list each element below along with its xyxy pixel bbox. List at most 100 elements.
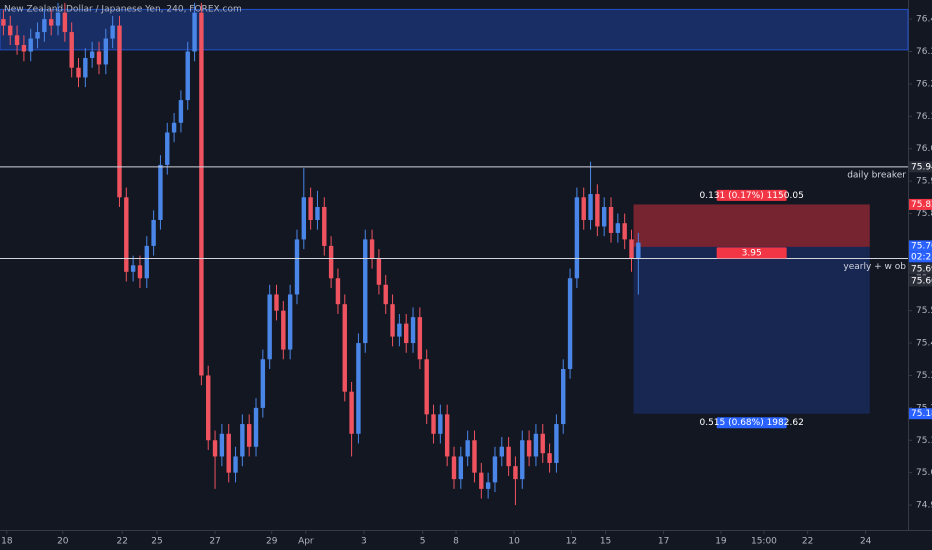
candle-body bbox=[533, 433, 539, 457]
y-tick-label: 75.800 bbox=[916, 209, 932, 219]
candle-body bbox=[322, 207, 327, 246]
candle-body bbox=[574, 197, 580, 279]
candle-body bbox=[287, 294, 293, 350]
candle-body bbox=[21, 45, 27, 52]
price-label-box bbox=[909, 198, 932, 210]
candle-body bbox=[8, 25, 13, 36]
y-tick-label: 76.300 bbox=[916, 47, 932, 57]
ratio-label-box bbox=[716, 247, 787, 259]
candle-body bbox=[219, 433, 225, 457]
ratio-label: 3.95 bbox=[742, 248, 762, 258]
candle-body bbox=[315, 207, 320, 220]
y-tick-label: 76.100 bbox=[916, 112, 932, 122]
candle-body bbox=[499, 446, 504, 457]
price-label: 75.828 bbox=[911, 200, 932, 210]
horizontal-line-label: yearly + w ob bbox=[843, 262, 906, 272]
candle-body bbox=[410, 317, 416, 344]
candle-body bbox=[96, 51, 102, 65]
y-tick-label: 75.400 bbox=[916, 339, 932, 349]
candle-body bbox=[588, 194, 593, 220]
candle-body bbox=[561, 368, 566, 425]
x-tick-label: 15:00 bbox=[751, 537, 777, 547]
candle-body bbox=[554, 424, 559, 463]
candle-body bbox=[581, 197, 586, 220]
candle-body bbox=[240, 424, 245, 457]
candle-body bbox=[431, 414, 436, 434]
candle-body bbox=[615, 223, 621, 233]
candle-body bbox=[513, 466, 518, 480]
candle-body bbox=[369, 239, 375, 259]
candle-body bbox=[281, 310, 286, 350]
price-label: 75.700 bbox=[911, 241, 932, 251]
candle-body bbox=[49, 19, 54, 26]
price-label: 75.182 bbox=[911, 409, 932, 419]
countdown: 02:28:03 bbox=[911, 252, 932, 262]
candle-body bbox=[636, 242, 641, 259]
candle-body bbox=[260, 359, 266, 408]
x-tick-label: 10 bbox=[508, 537, 520, 547]
candle-body bbox=[76, 67, 81, 78]
candle-body bbox=[492, 456, 498, 483]
candle-body bbox=[520, 440, 525, 480]
x-tick-label: 25 bbox=[151, 537, 162, 547]
y-tick-label: 76.400 bbox=[916, 15, 932, 25]
stop-zone bbox=[633, 204, 870, 247]
candle-body bbox=[301, 197, 307, 240]
candle-body bbox=[567, 278, 573, 369]
candle-body bbox=[124, 197, 129, 272]
candle-body bbox=[246, 424, 252, 447]
candle-body bbox=[110, 25, 115, 39]
price-label-box bbox=[909, 161, 932, 173]
price-label: 75.944 bbox=[911, 162, 932, 172]
x-tick-label: 20 bbox=[57, 537, 69, 547]
price-label: 75.661 bbox=[911, 276, 932, 286]
candle-body bbox=[540, 433, 545, 454]
candle-body bbox=[178, 100, 184, 123]
candle-body bbox=[83, 57, 88, 78]
candle-body bbox=[342, 304, 347, 392]
candle-body bbox=[62, 12, 68, 33]
candle-body bbox=[356, 343, 361, 434]
y-tick-label: 75.900 bbox=[916, 177, 932, 187]
x-tick-label: 3 bbox=[361, 537, 367, 547]
candle-body bbox=[165, 132, 170, 165]
stop-label: 0.131 (0.17%) 1150.05 bbox=[699, 191, 803, 201]
candle-body bbox=[595, 194, 600, 227]
y-tick-label: 75.000 bbox=[916, 468, 932, 478]
x-tick-label: 8 bbox=[453, 537, 459, 547]
countdown-box bbox=[909, 251, 932, 263]
horizontal-line-label: daily breaker bbox=[847, 170, 906, 180]
candle-body bbox=[267, 294, 272, 360]
candle-body bbox=[622, 223, 627, 240]
target-label-box bbox=[716, 417, 787, 429]
candle-body bbox=[158, 164, 163, 220]
candle-body bbox=[328, 245, 334, 279]
x-tick-label: 19 bbox=[715, 537, 727, 547]
candle-body bbox=[485, 482, 491, 489]
candle-body bbox=[417, 317, 423, 360]
candle-body bbox=[629, 239, 634, 259]
x-tick-label: Apr bbox=[298, 537, 314, 547]
candle-body bbox=[28, 38, 33, 52]
y-tick-label: 75.500 bbox=[916, 306, 932, 316]
y-tick-label: 74.900 bbox=[916, 501, 932, 511]
candle-body bbox=[404, 323, 409, 344]
price-label: 75.697 bbox=[911, 264, 932, 274]
y-tick-label: 76.200 bbox=[916, 79, 932, 89]
candle-body bbox=[14, 35, 20, 46]
candle-body bbox=[376, 258, 382, 285]
target-zone bbox=[633, 246, 870, 414]
price-label-box bbox=[909, 240, 932, 252]
x-tick-label: 5 bbox=[420, 537, 426, 547]
price-label-box bbox=[909, 263, 932, 275]
candle-body bbox=[335, 278, 341, 305]
y-tick-label: 75.100 bbox=[916, 436, 932, 446]
x-tick-label: 15 bbox=[600, 537, 611, 547]
x-tick-label: 27 bbox=[209, 537, 220, 547]
candle-body bbox=[171, 122, 177, 133]
candle-body bbox=[253, 407, 259, 447]
candle-body bbox=[349, 391, 354, 434]
x-tick-label: 12 bbox=[566, 537, 577, 547]
